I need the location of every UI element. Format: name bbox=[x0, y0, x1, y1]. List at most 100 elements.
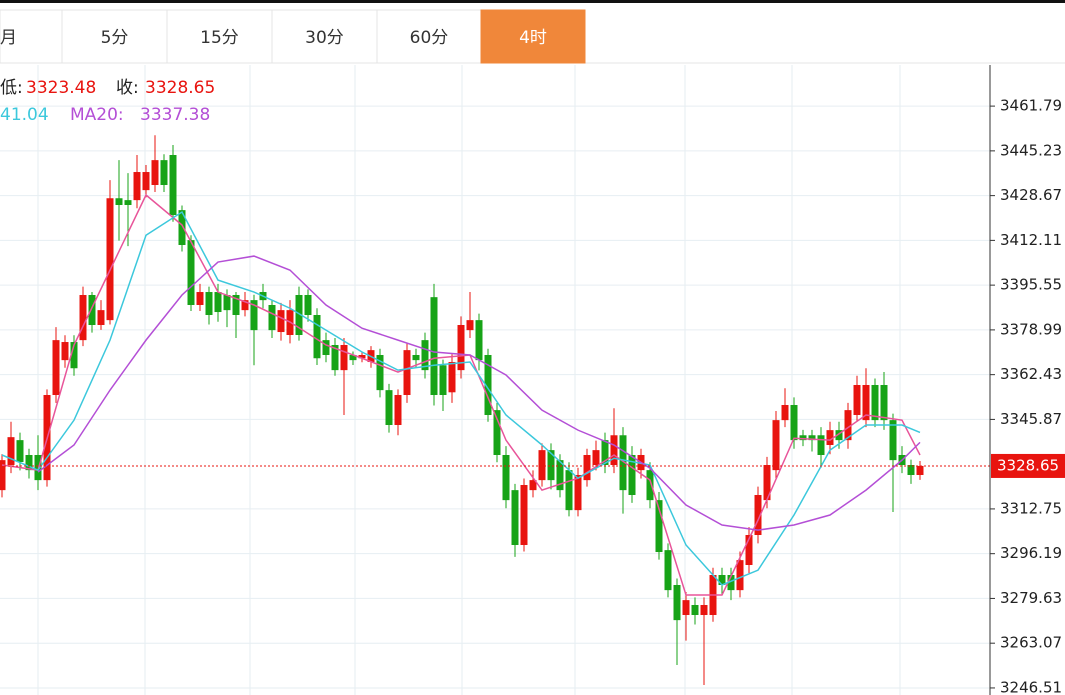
tab[interactable] bbox=[0, 9, 63, 64]
candle-body bbox=[97, 310, 105, 325]
candle-body bbox=[349, 355, 357, 361]
candle-body bbox=[106, 198, 114, 321]
candle-body bbox=[790, 405, 798, 441]
y-tick-label: 3312.75 bbox=[1000, 499, 1062, 517]
candle-body bbox=[223, 295, 231, 311]
candle-body bbox=[313, 315, 321, 359]
candle-body bbox=[727, 575, 735, 591]
tab[interactable] bbox=[271, 9, 378, 64]
info-header: 低: 3323.48 收: 3328.65 41.04 MA20: 3337.3… bbox=[0, 78, 215, 125]
candle-body bbox=[115, 198, 123, 205]
candle-body bbox=[385, 390, 393, 425]
candle-body bbox=[295, 295, 303, 335]
candle-body bbox=[448, 362, 456, 393]
candle-body bbox=[628, 455, 636, 495]
candle-body bbox=[871, 385, 879, 421]
candle-body bbox=[538, 450, 546, 481]
candle-body bbox=[493, 410, 501, 455]
y-tick-label: 3461.79 bbox=[1000, 97, 1062, 115]
candle-body bbox=[700, 605, 708, 615]
candle-body bbox=[151, 160, 159, 185]
candle-body bbox=[268, 305, 276, 331]
candle-body bbox=[817, 435, 825, 455]
y-tick-label: 3362.43 bbox=[1000, 365, 1062, 383]
tab-label[interactable]: 月 bbox=[0, 28, 17, 48]
candle-body bbox=[862, 385, 870, 421]
candle-body bbox=[232, 295, 240, 315]
candle-body bbox=[196, 292, 204, 305]
tab[interactable] bbox=[166, 9, 273, 64]
candle-body bbox=[70, 342, 78, 369]
candle-body bbox=[403, 350, 411, 395]
candle-body bbox=[61, 342, 69, 361]
candle-body bbox=[205, 292, 213, 315]
candle-body bbox=[583, 455, 591, 481]
candle-body bbox=[682, 600, 690, 615]
tab[interactable] bbox=[376, 9, 482, 64]
candle-body bbox=[457, 325, 465, 371]
candle-body bbox=[475, 320, 483, 361]
candle-body bbox=[565, 470, 573, 511]
candle-body bbox=[691, 605, 699, 615]
candle-body bbox=[376, 355, 384, 391]
candle-body bbox=[880, 385, 888, 421]
candle-body bbox=[88, 295, 96, 325]
candle-body bbox=[466, 320, 474, 331]
candle-body bbox=[178, 210, 186, 245]
close-value: 3328.65 bbox=[145, 78, 215, 98]
candle-body bbox=[358, 355, 366, 359]
candle-body bbox=[250, 300, 258, 331]
candle-body bbox=[556, 460, 564, 491]
tab-label[interactable]: 60分 bbox=[410, 28, 449, 48]
y-tick-label: 3263.07 bbox=[1000, 634, 1062, 652]
tab[interactable] bbox=[61, 9, 168, 64]
candle-body bbox=[547, 450, 555, 481]
candle-body bbox=[664, 550, 672, 591]
candle-body bbox=[412, 355, 420, 361]
candle-body bbox=[52, 340, 60, 395]
tab-label[interactable]: 5分 bbox=[101, 28, 129, 48]
tab[interactable] bbox=[480, 9, 586, 64]
y-tick-label: 3445.23 bbox=[1000, 141, 1062, 159]
tab-label[interactable]: 30分 bbox=[305, 28, 344, 48]
candle-body bbox=[736, 560, 744, 591]
close-label: 收: bbox=[116, 78, 139, 98]
candle-body bbox=[7, 437, 15, 465]
vertical-grid bbox=[37, 65, 901, 695]
tab-label[interactable]: 15分 bbox=[200, 28, 239, 48]
candle-body bbox=[340, 345, 348, 371]
candle-body bbox=[214, 292, 222, 313]
candle-body bbox=[430, 297, 438, 395]
candle-body bbox=[142, 172, 150, 191]
candle-body bbox=[331, 345, 339, 371]
candle-body bbox=[745, 535, 753, 565]
candle-body bbox=[826, 430, 834, 445]
candle-body bbox=[160, 160, 168, 185]
candle-body bbox=[592, 450, 600, 465]
candle-body bbox=[610, 435, 618, 465]
candle-body bbox=[394, 395, 402, 425]
low-label: 低: bbox=[0, 78, 23, 98]
candle-body bbox=[646, 470, 654, 501]
candle-body bbox=[169, 155, 177, 215]
candle-body bbox=[502, 455, 510, 501]
plot bbox=[0, 105, 990, 689]
candle-body bbox=[79, 295, 87, 341]
candle-body bbox=[241, 300, 249, 311]
candle-body bbox=[718, 575, 726, 585]
candle-body bbox=[835, 430, 843, 441]
candle-body bbox=[889, 420, 897, 461]
tab-label[interactable]: 4时 bbox=[519, 28, 547, 48]
candle-body bbox=[277, 310, 285, 333]
candle-body bbox=[754, 495, 762, 535]
ma20-value: 3337.38 bbox=[140, 105, 210, 125]
candle-body bbox=[511, 490, 519, 545]
candle-body bbox=[25, 455, 33, 471]
ma20-label: MA20: bbox=[70, 105, 124, 125]
candle-body bbox=[853, 385, 861, 415]
candle-body bbox=[601, 440, 609, 465]
candle-body bbox=[844, 410, 852, 441]
candle-body bbox=[808, 435, 816, 441]
candle-body bbox=[655, 500, 663, 553]
